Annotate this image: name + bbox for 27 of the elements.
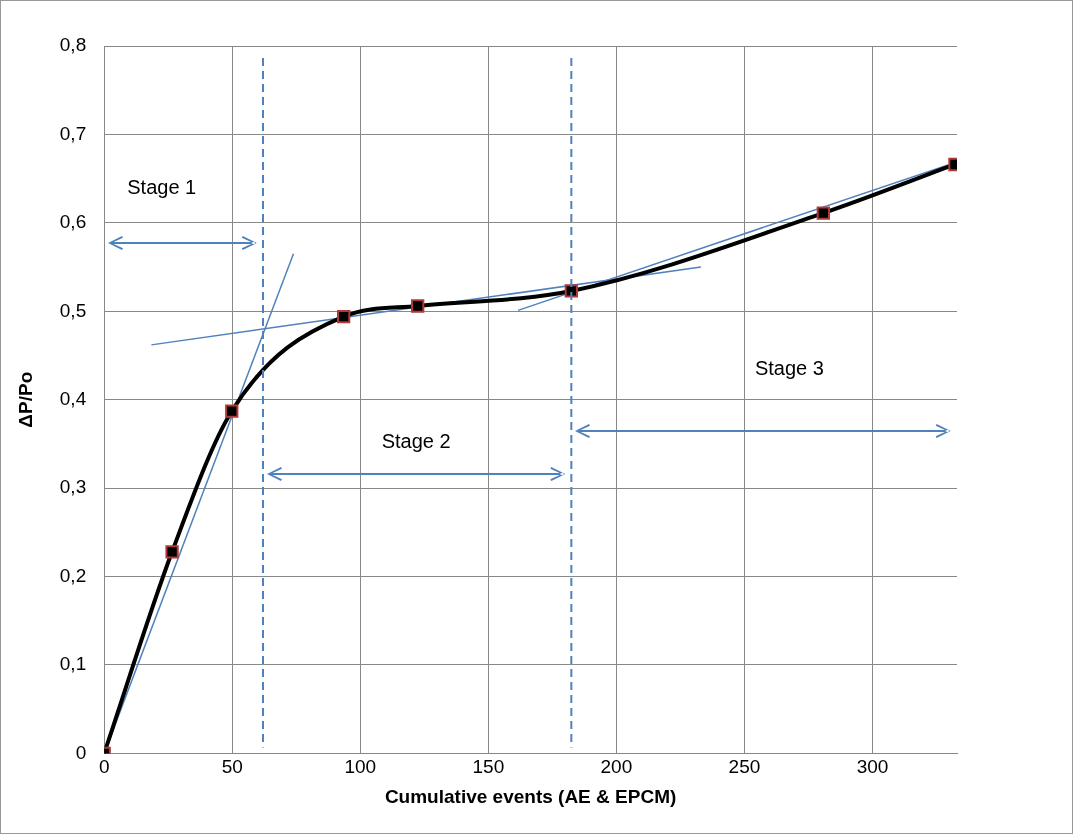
annotation: Stage 1: [126, 175, 198, 200]
y-axis-title: ΔP/Po: [14, 371, 36, 428]
y-tick-label: 0: [75, 741, 87, 763]
y-tick-label: 0,1: [59, 653, 87, 675]
point: [165, 545, 179, 559]
x-tick-label: 150: [472, 756, 505, 778]
point: [816, 206, 830, 220]
y-tick-label: 0,6: [59, 211, 87, 233]
y-tick-label: 0,7: [59, 122, 87, 144]
y-tick-label: 0,4: [59, 387, 87, 409]
x-tick-label: 100: [344, 756, 377, 778]
y-tick-label: 0,8: [59, 34, 87, 56]
x-axis-title: Cumulative events (AE & EPCM): [384, 785, 677, 807]
x-tick-label: 0: [98, 756, 110, 778]
annotation: Stage 3: [753, 355, 825, 380]
y-tick-label: 0,5: [59, 299, 87, 321]
annotation: Stage 2: [380, 428, 452, 453]
y-tick-label: 0,2: [59, 564, 87, 586]
point: [337, 309, 351, 324]
point: [564, 284, 578, 298]
point: [225, 404, 239, 418]
point: [411, 299, 425, 313]
x-tick-label: 250: [728, 756, 761, 778]
x-tick-label: 50: [221, 756, 243, 778]
x-tick-label: 300: [856, 756, 889, 778]
y-tick-label: 0,3: [59, 476, 87, 498]
x-tick-label: 200: [600, 756, 633, 778]
